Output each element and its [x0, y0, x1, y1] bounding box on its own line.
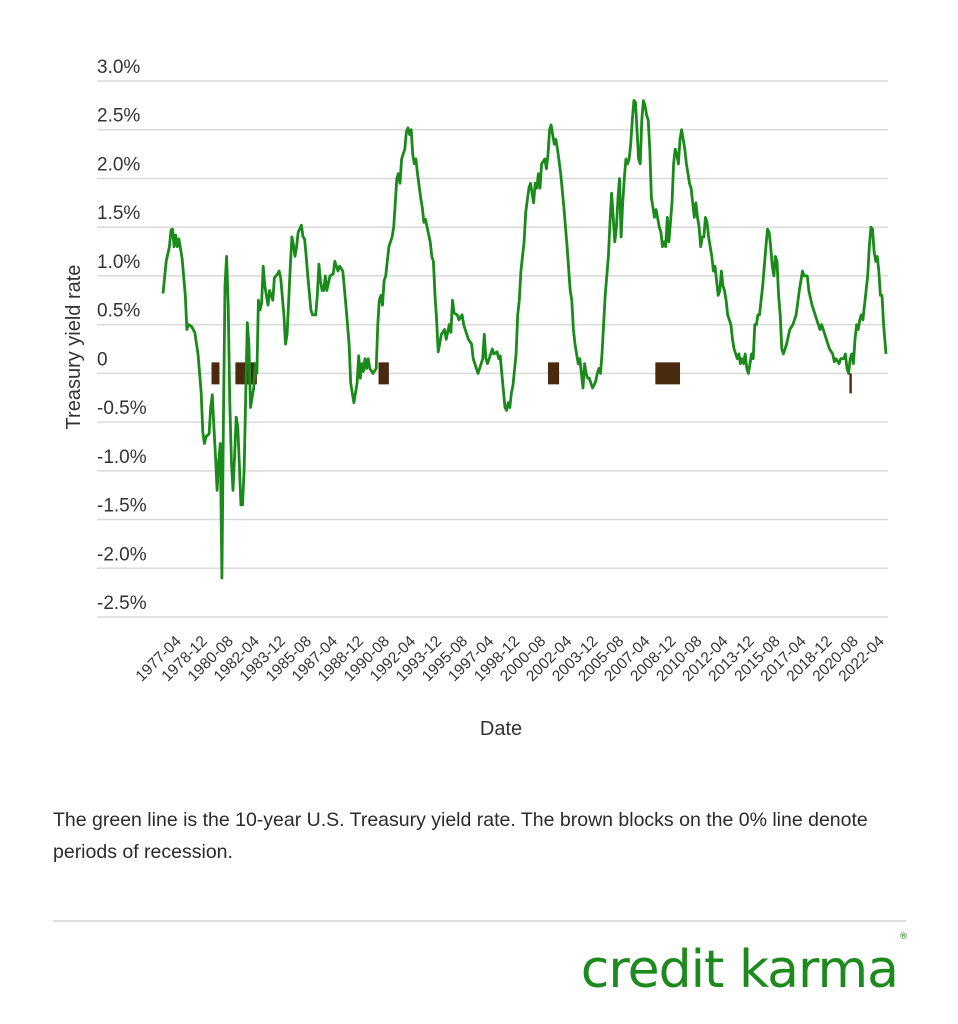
logo-text: credit karma: [580, 940, 899, 1000]
x-axis-title: Date: [480, 718, 522, 740]
y-axis-ticks: 3.0% 2.5% 2.0% 1.5% 1.0% 0.5% 0 -0.5% -1.0% -1.5%…: [97, 57, 147, 614]
y-tick-label: 3.0%: [97, 57, 140, 78]
y-tick-label: 1.0%: [97, 252, 140, 273]
recession-blocks: [211, 362, 852, 394]
y-tick-label: -2.0%: [97, 544, 147, 565]
y-tick-label: 0.5%: [97, 301, 140, 322]
registered-mark-icon: ®: [899, 931, 908, 942]
y-tick-label: 0: [97, 349, 108, 370]
y-tick-label: -1.0%: [97, 447, 147, 468]
y-axis-title: Treasury yield rate: [63, 265, 85, 430]
series-layer: [161, 99, 888, 580]
recession-block: [547, 362, 560, 385]
divider: [53, 920, 906, 922]
x-axis-ticks: 1977-041978-121980-081982-041983-121985-…: [133, 633, 889, 686]
treasury-yield-chart: 3.0% 2.5% 2.0% 1.5% 1.0% 0.5% 0 -0.5% -1.0% -1.5%…: [63, 57, 889, 740]
recession-block: [211, 362, 220, 385]
yield-series-line: [161, 99, 888, 580]
y-tick-label: 2.0%: [97, 154, 140, 175]
y-tick-label: -0.5%: [97, 398, 147, 419]
y-tick-label: 2.5%: [97, 106, 140, 127]
y-tick-label: 1.5%: [97, 203, 140, 224]
credit-karma-logo: credit karma®: [580, 932, 908, 1000]
chart-caption: The green line is the 10-year U.S. Treas…: [53, 809, 868, 863]
recession-block: [849, 373, 852, 394]
y-tick-label: -2.5%: [97, 593, 147, 614]
recession-block: [378, 362, 389, 385]
y-tick-label: -1.5%: [97, 496, 147, 517]
recession-block: [655, 362, 680, 385]
